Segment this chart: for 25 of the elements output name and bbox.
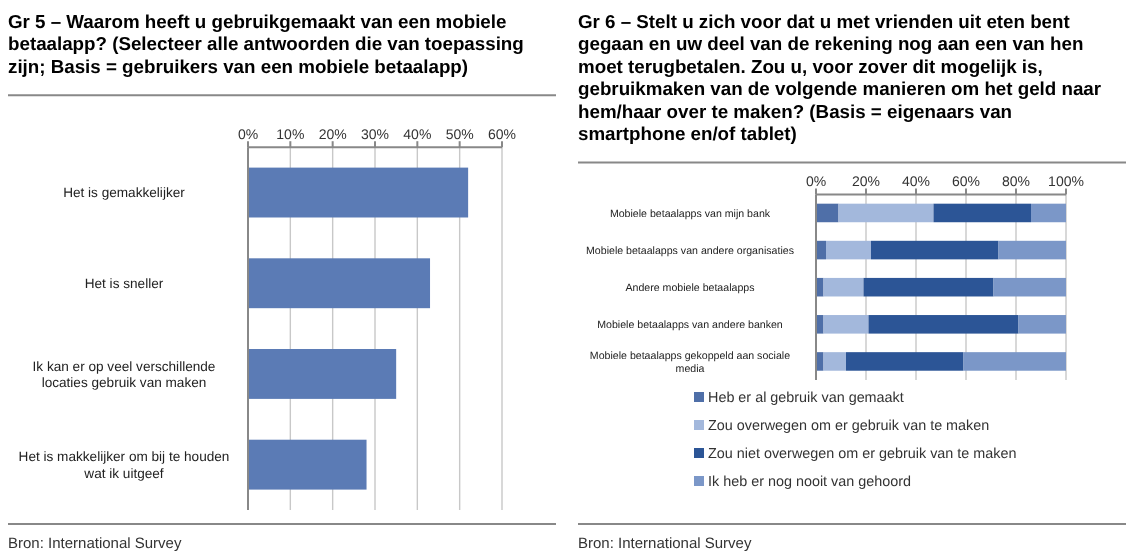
bar	[816, 315, 824, 334]
bar	[868, 315, 1019, 334]
chart-title: Gr 6 – Stelt u zich voor dat u met vrienden uit eten bent gegaan en uw deel van de rekening nog aan een van hen moet terugbetalen. Zou u, voor zover dit mogelijk is, gebruikmaken van de volgende manieren om het geld naar hem/haar over te maken? (Basis = eigenaars van smartphone en/of tablet)	[578, 10, 1102, 144]
bar	[1031, 203, 1066, 223]
bar	[823, 315, 869, 334]
bar	[816, 203, 839, 223]
bar	[826, 240, 871, 260]
bar	[248, 258, 431, 309]
bar	[838, 203, 934, 223]
bar	[823, 352, 846, 371]
bar	[963, 352, 1066, 371]
bar	[816, 277, 824, 297]
bar	[863, 277, 994, 297]
bar	[993, 277, 1066, 297]
bar	[1018, 315, 1066, 334]
bar	[248, 349, 397, 399]
bar	[933, 203, 1031, 223]
bar	[998, 240, 1066, 260]
bar	[248, 167, 469, 218]
bar	[846, 352, 964, 371]
bar	[823, 277, 864, 297]
chart-title: Gr 5 – Waarom heeft u gebruikgemaakt van een mobiele betaalapp? (Selecteer alle antwoorden die van toepassing zijn; Basis = gebruikers van een mobiele betaalapp)	[8, 10, 525, 77]
bar	[816, 352, 824, 371]
bar	[248, 439, 367, 490]
bar	[871, 240, 999, 260]
